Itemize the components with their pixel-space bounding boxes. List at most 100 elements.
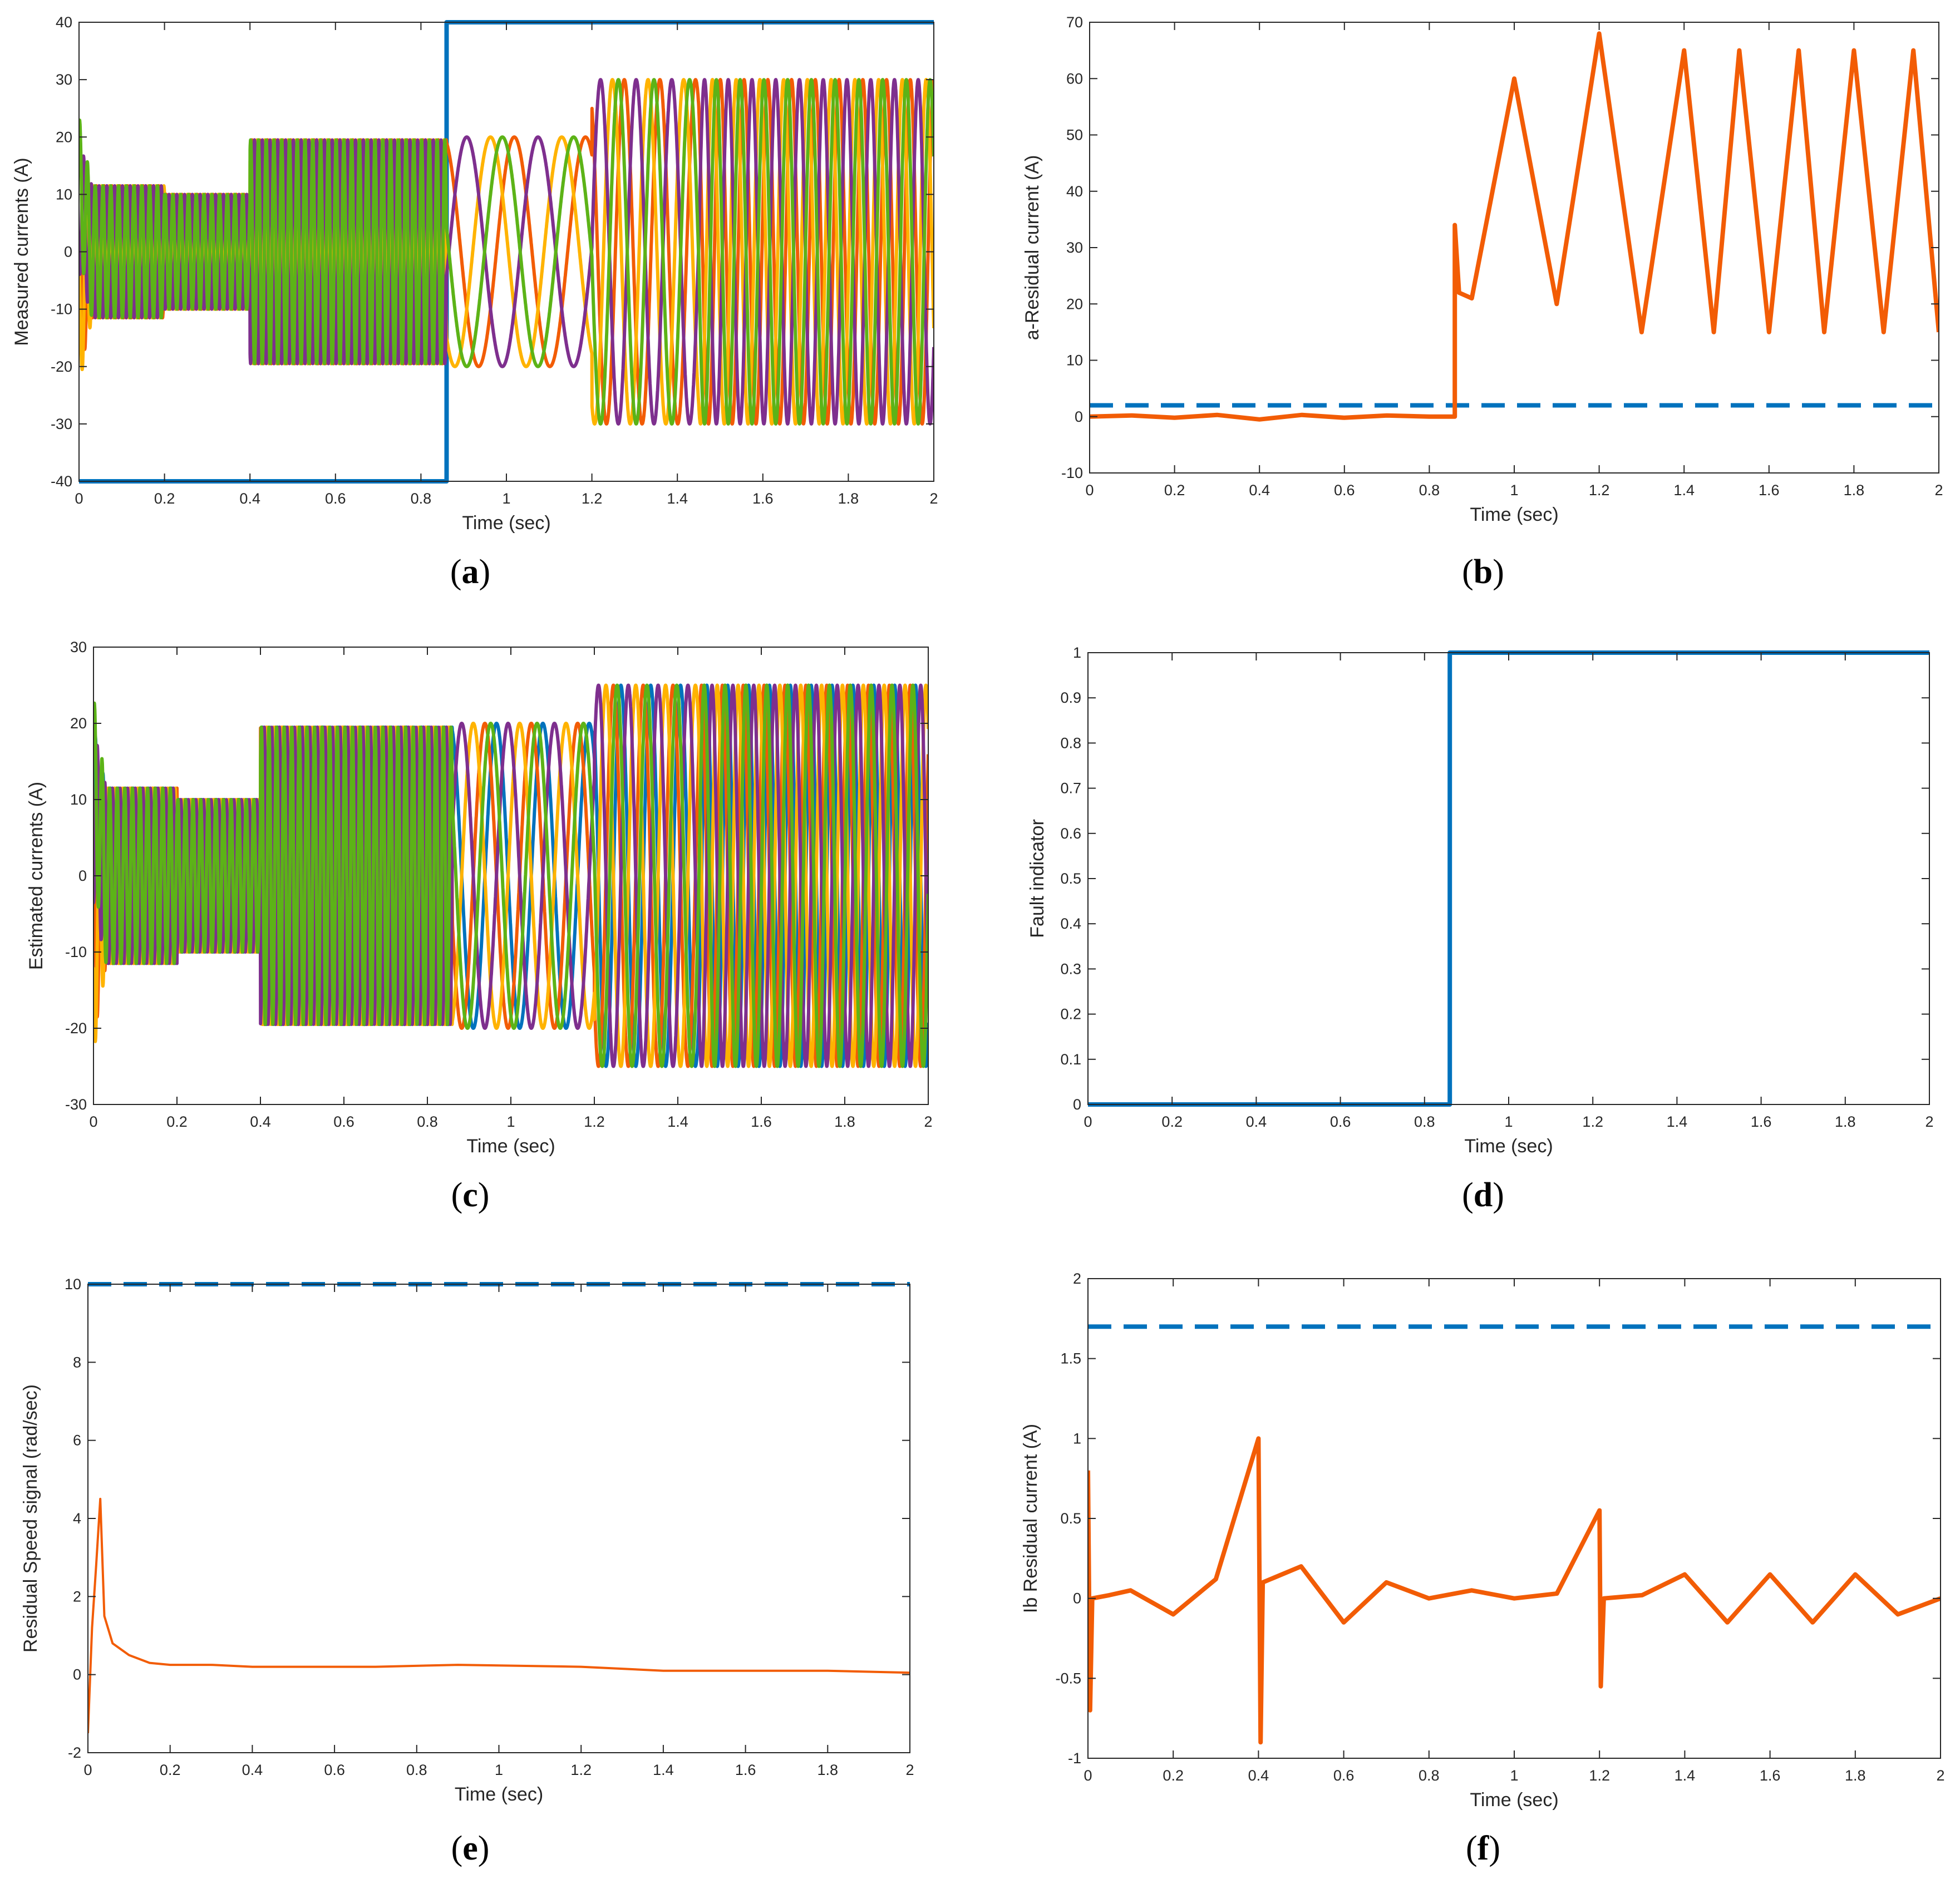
x-tick-label: 1: [495, 1762, 503, 1778]
x-axis-label: Time (sec): [466, 1136, 555, 1157]
x-tick-label: 0: [1084, 1113, 1092, 1130]
y-axis-label: a-Residual current (A): [1022, 155, 1043, 341]
y-tick-label: -10: [65, 944, 87, 960]
y-tick-label: -2: [68, 1744, 81, 1761]
x-tick-label: 1.6: [751, 1113, 772, 1130]
x-tick-label: 0.6: [333, 1113, 354, 1130]
x-tick-label: 1.4: [653, 1762, 674, 1778]
x-tick-label: 1.2: [1589, 482, 1610, 499]
y-tick-label: -20: [65, 1020, 87, 1037]
chart-panel-f: 0 0.2 0.4 0.6 0.8 1 1.2 1.4 1.6 1.8 2 -1 -0.5 0 0.5 1 1.…: [1020, 1270, 1945, 1867]
x-tick-label: 1.2: [582, 490, 603, 507]
y-tick-label: 0.9: [1060, 689, 1081, 706]
plot-area: [1090, 31, 1939, 422]
x-tick-label: 1.8: [818, 1762, 839, 1778]
x-tick-label: 1.8: [1835, 1113, 1856, 1130]
x-axis-label: Time (sec): [455, 1784, 543, 1805]
x-tick-label: 0.4: [250, 1113, 271, 1130]
chart-panel-c: 0 0.2 0.4 0.6 0.8 1 1.2 1.4 1.6 1.8 2 -30 -20 -10 0 10 2…: [26, 639, 933, 1214]
x-tick-label: 0: [89, 1113, 97, 1130]
x-tick-label: 1.6: [752, 490, 774, 507]
x-tick-label: 0.8: [417, 1113, 438, 1130]
y-tick-label: 0.3: [1060, 960, 1081, 977]
y-tick-label: 0: [78, 867, 87, 884]
y-tick-label: 0.7: [1060, 780, 1081, 797]
y-tick-label: -10: [51, 301, 72, 318]
x-tick-label: 0.4: [239, 490, 260, 507]
x-axis-label: Time (sec): [1464, 1136, 1553, 1157]
x-tick-label: 2: [905, 1762, 914, 1778]
y-tick-label: 4: [73, 1510, 81, 1527]
series-residual-line: [1090, 31, 1939, 422]
x-tick-label: 0: [1084, 1767, 1092, 1784]
axes-frame: [1087, 652, 1930, 1105]
x-tick-label: 1: [506, 1113, 515, 1130]
x-tick-label: 0.8: [406, 1762, 427, 1778]
y-tick-label: -30: [65, 1096, 87, 1113]
x-tick-label: 1.6: [735, 1762, 756, 1778]
y-tick-label: 2: [73, 1588, 81, 1605]
caption-close-paren: ): [479, 553, 491, 591]
chart-panel-e: 0 0.2 0.4 0.6 0.8 1 1.2 1.4 1.6 1.8 2-20246810Time…: [20, 1276, 914, 1867]
x-tick-label: 0.4: [1246, 1113, 1267, 1130]
caption-open-paren: (: [1462, 553, 1474, 591]
x-tick-label: 0.2: [1161, 1113, 1183, 1130]
x-tick-label: 2: [924, 1113, 932, 1130]
y-tick-label: 0.5: [1060, 1510, 1081, 1527]
caption-close-paren: ): [1489, 1829, 1500, 1867]
y-tick-label: 40: [1066, 183, 1083, 200]
x-tick-label: 1.6: [1751, 1113, 1772, 1130]
panel-caption: (f): [1466, 1829, 1500, 1867]
y-tick-label: 70: [1066, 14, 1083, 31]
y-tick-label: 0.6: [1060, 825, 1081, 842]
y-axis-label: Residual Speed signal (rad/sec): [20, 1384, 41, 1653]
x-tick-label: 0.4: [242, 1762, 263, 1778]
series-fault-indicator-line: [1088, 650, 1929, 1107]
x-tick-label: 1.6: [1760, 1767, 1781, 1784]
plot-area: [1088, 650, 1929, 1107]
series-green-line: [79, 78, 934, 426]
y-axis-label: Estimated currents (A): [26, 782, 47, 970]
y-tick-label: 0.1: [1060, 1051, 1081, 1068]
y-tick-label: 0: [64, 244, 72, 260]
y-tick-label: 40: [56, 14, 72, 31]
y-tick-label: -40: [51, 473, 72, 490]
x-tick-label: 1.8: [834, 1113, 855, 1130]
chart-panel-a: 0 0.2 0.4 0.6 0.8 1 1.2 1.4 1.6 1.8 2 -40 -30 -20 -10 0…: [11, 14, 938, 591]
x-tick-label: 2: [1925, 1113, 1933, 1130]
y-tick-label: -1: [1068, 1750, 1081, 1767]
caption-letter: b: [1474, 553, 1493, 591]
y-tick-label: 10: [56, 186, 72, 203]
y-axis-label: Ib Residual current (A): [1020, 1424, 1041, 1613]
y-tick-label: -0.5: [1055, 1670, 1081, 1686]
y-tick-label: -30: [51, 416, 72, 432]
x-tick-label: 1: [1510, 482, 1518, 499]
y-tick-label: 0.2: [1060, 1006, 1081, 1023]
x-tick-label: 0.2: [154, 490, 175, 507]
y-tick-label: 0: [73, 1666, 81, 1683]
caption-letter: c: [462, 1176, 478, 1214]
caption-open-paren: (: [1466, 1829, 1478, 1867]
x-tick-label: 0.8: [411, 490, 432, 507]
x-tick-label: 1.8: [838, 490, 859, 507]
y-tick-label: 50: [1066, 127, 1083, 144]
caption-letter: e: [462, 1829, 478, 1867]
x-axis-label: Time (sec): [462, 512, 550, 534]
x-tick-label: 0.6: [324, 1762, 345, 1778]
panel-caption: (c): [451, 1176, 490, 1214]
x-tick-label: 1.2: [1589, 1767, 1610, 1784]
x-tick-label: 0.4: [1248, 1767, 1269, 1784]
y-axis-label: Fault indicator: [1027, 819, 1048, 938]
chart-panel-d: 0 0.2 0.4 0.6 0.8 1 1.2 1.4 1.6 1.8 2 0 0.1 0.2 0.3 0.4…: [1027, 644, 1934, 1214]
y-tick-label: 2: [1073, 1270, 1081, 1287]
y-tick-label: 0: [1073, 1096, 1081, 1113]
x-tick-label: 2: [1934, 482, 1943, 499]
y-tick-label: -20: [51, 358, 72, 375]
x-tick-label: 1.6: [1759, 482, 1780, 499]
x-tick-label: 1.8: [1844, 482, 1865, 499]
x-axis-label: Time (sec): [1470, 1789, 1558, 1811]
panel-caption: (b): [1462, 553, 1504, 591]
plot-area: [93, 683, 928, 1068]
x-tick-label: 0.2: [1164, 482, 1185, 499]
y-tick-label: 30: [1066, 239, 1083, 256]
